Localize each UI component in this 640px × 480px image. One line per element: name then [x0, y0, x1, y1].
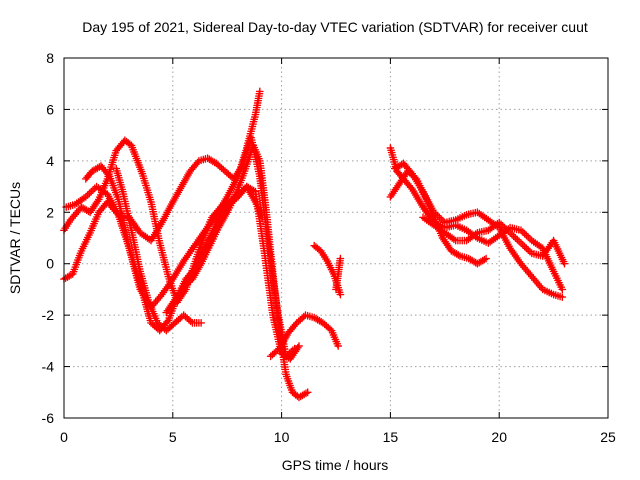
data-series-track-12	[390, 159, 567, 301]
plot-frame	[63, 57, 609, 419]
x-axis-label: GPS time / hours	[282, 457, 389, 473]
data-series-track-9	[332, 254, 345, 294]
x-tick-label: 20	[491, 429, 507, 445]
y-tick-label: 6	[46, 101, 54, 117]
x-tick-label: 0	[60, 429, 68, 445]
data-series-track-10	[386, 144, 567, 294]
x-tick-label: 15	[383, 429, 399, 445]
x-tick-label: 25	[600, 429, 616, 445]
data-series-track-5	[112, 164, 205, 335]
y-tick-label: -2	[42, 307, 55, 323]
x-tick-label: 5	[169, 429, 177, 445]
y-tick-label: -6	[42, 410, 55, 426]
axis-ticks: 0 5 10 15 20 25 -6 -4 -2 0 2 4 6 8	[42, 50, 616, 445]
y-tick-label: -4	[42, 359, 55, 375]
y-axis-label: SDTVAR / TECUs	[7, 182, 23, 294]
y-tick-label: 4	[46, 153, 54, 169]
data-series-track-7	[266, 311, 343, 361]
data-series-track-13	[419, 213, 569, 268]
y-tick-label: 0	[46, 256, 54, 272]
data-series	[60, 87, 569, 402]
y-tick-label: 8	[46, 50, 54, 66]
data-series-track-6	[162, 141, 312, 402]
y-tick-label: 2	[46, 204, 54, 220]
data-series-track-4	[81, 87, 264, 312]
chart-title: Day 195 of 2021, Sidereal Day-to-day VTE…	[82, 19, 588, 35]
x-tick-label: 10	[274, 429, 290, 445]
